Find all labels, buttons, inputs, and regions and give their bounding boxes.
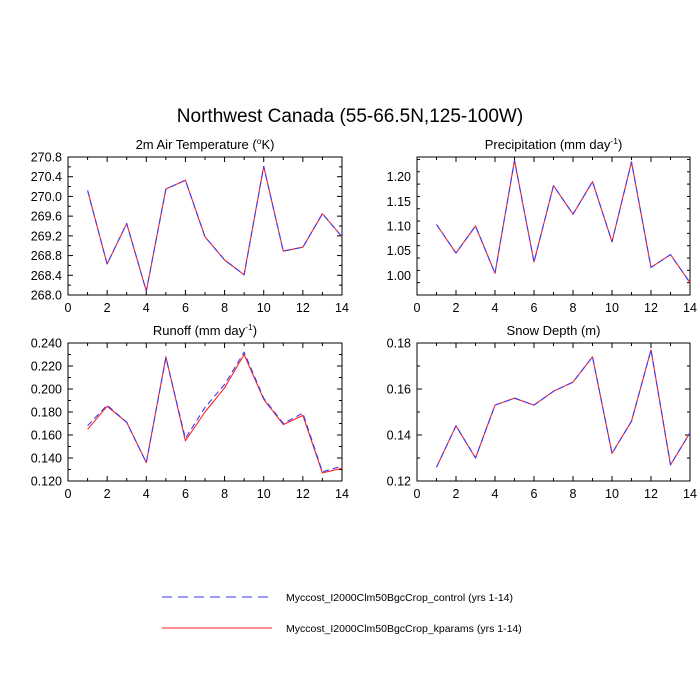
y-tick-label: 0.140 xyxy=(31,452,62,466)
x-tick-label: 8 xyxy=(221,487,228,501)
x-tick-label: 8 xyxy=(570,301,577,315)
legend-label-kparams: Myccost_I2000Clm50BgcCrop_kparams (yrs 1… xyxy=(286,623,522,635)
plot-frame xyxy=(416,342,691,482)
x-tick-label: 12 xyxy=(296,301,310,315)
y-tick-label: 1.15 xyxy=(387,195,411,209)
series-line-kparams xyxy=(87,353,343,474)
panel-title: Snow Depth (m) xyxy=(507,323,601,338)
x-tick-label: 2 xyxy=(453,487,460,501)
panel-3: Runoff (mm day-1) 0 2 4 6 8 10 12 14 0.120 0.140 0.… xyxy=(31,322,349,501)
x-tick-label: 6 xyxy=(182,301,189,315)
y-tick-label: 1.00 xyxy=(387,269,411,283)
x-tick-label: 0 xyxy=(414,487,421,501)
panel-title: Precipitation (mm day-1) xyxy=(485,136,623,152)
series-line-control xyxy=(436,349,691,468)
x-tick-label: 4 xyxy=(492,301,499,315)
x-tick-label: 14 xyxy=(335,487,349,501)
series-line-control xyxy=(87,165,343,292)
x-tick-label: 0 xyxy=(65,301,72,315)
x-tick-label: 12 xyxy=(644,487,658,501)
x-tick-label: 6 xyxy=(531,301,538,315)
y-tick-label: 0.160 xyxy=(31,429,62,443)
series-line-control xyxy=(87,351,343,473)
x-tick-label: 14 xyxy=(683,487,697,501)
x-tick-label: 12 xyxy=(296,487,310,501)
y-tick-label: 0.240 xyxy=(31,337,62,351)
x-tick-label: 6 xyxy=(531,487,538,501)
y-tick-label: 0.200 xyxy=(31,383,62,397)
x-tick-label: 12 xyxy=(644,301,658,315)
y-tick-label: 0.220 xyxy=(31,360,62,374)
x-tick-label: 2 xyxy=(104,301,111,315)
x-tick-label: 0 xyxy=(65,487,72,501)
y-tick-label: 270.4 xyxy=(31,170,62,184)
series-line-kparams xyxy=(87,165,343,292)
y-tick-label: 1.10 xyxy=(387,220,411,234)
y-tick-label: 1.20 xyxy=(387,170,411,184)
y-tick-label: 0.18 xyxy=(387,337,411,351)
figure-title: Northwest Canada (55-66.5N,125-100W) xyxy=(177,106,523,127)
x-tick-label: 10 xyxy=(257,301,271,315)
x-tick-label: 14 xyxy=(335,301,349,315)
y-tick-label: 268.0 xyxy=(31,289,62,303)
panel-1: 2m Air Temperature (oK) 0 2 4 6 8 10 12 14 268.0 2… xyxy=(31,136,349,315)
legend-label-control: Myccost_I2000Clm50BgcCrop_control (yrs 1… xyxy=(286,592,513,604)
x-tick-label: 10 xyxy=(605,301,619,315)
y-tick-label: 269.2 xyxy=(31,229,62,243)
x-tick-label: 4 xyxy=(143,301,150,315)
y-tick-label: 270.8 xyxy=(31,151,62,165)
x-tick-label: 4 xyxy=(143,487,150,501)
plot-frame xyxy=(67,156,343,296)
series-line-control xyxy=(436,159,691,284)
y-tick-label: 269.6 xyxy=(31,210,62,224)
series-line-kparams xyxy=(436,159,691,284)
y-tick-label: 270.0 xyxy=(31,190,62,204)
y-tick-label: 1.05 xyxy=(387,244,411,258)
x-tick-label: 10 xyxy=(257,487,271,501)
panel-title: Runoff (mm day-1) xyxy=(153,322,257,338)
panel-title: 2m Air Temperature (oK) xyxy=(136,136,275,152)
series-line-kparams xyxy=(436,349,691,468)
x-tick-label: 2 xyxy=(104,487,111,501)
x-tick-label: 4 xyxy=(492,487,499,501)
x-tick-label: 8 xyxy=(570,487,577,501)
x-tick-label: 2 xyxy=(453,301,460,315)
plot-frame xyxy=(416,156,691,296)
x-tick-label: 10 xyxy=(605,487,619,501)
y-tick-label: 268.4 xyxy=(31,269,62,283)
panel-4: Snow Depth (m) 0 2 4 6 8 10 12 14 0.12 0.14 0.16 0.1… xyxy=(387,323,697,501)
y-tick-label: 0.180 xyxy=(31,406,62,420)
y-tick-label: 0.14 xyxy=(387,429,411,443)
x-tick-label: 8 xyxy=(221,301,228,315)
x-tick-label: 14 xyxy=(683,301,697,315)
y-tick-label: 268.8 xyxy=(31,249,62,263)
x-tick-label: 0 xyxy=(414,301,421,315)
legend: Myccost_I2000Clm50BgcCrop_control (yrs 1… xyxy=(162,592,522,635)
panels: 2m Air Temperature (oK) 0 2 4 6 8 10 12 14 268.0 2… xyxy=(31,136,697,501)
y-tick-label: 0.12 xyxy=(387,475,411,489)
x-tick-label: 6 xyxy=(182,487,189,501)
panel-2: Precipitation (mm day-1) 0 2 4 6 8 10 12 14 1.00 1… xyxy=(387,136,697,315)
y-tick-label: 0.120 xyxy=(31,475,62,489)
y-tick-label: 0.16 xyxy=(387,383,411,397)
